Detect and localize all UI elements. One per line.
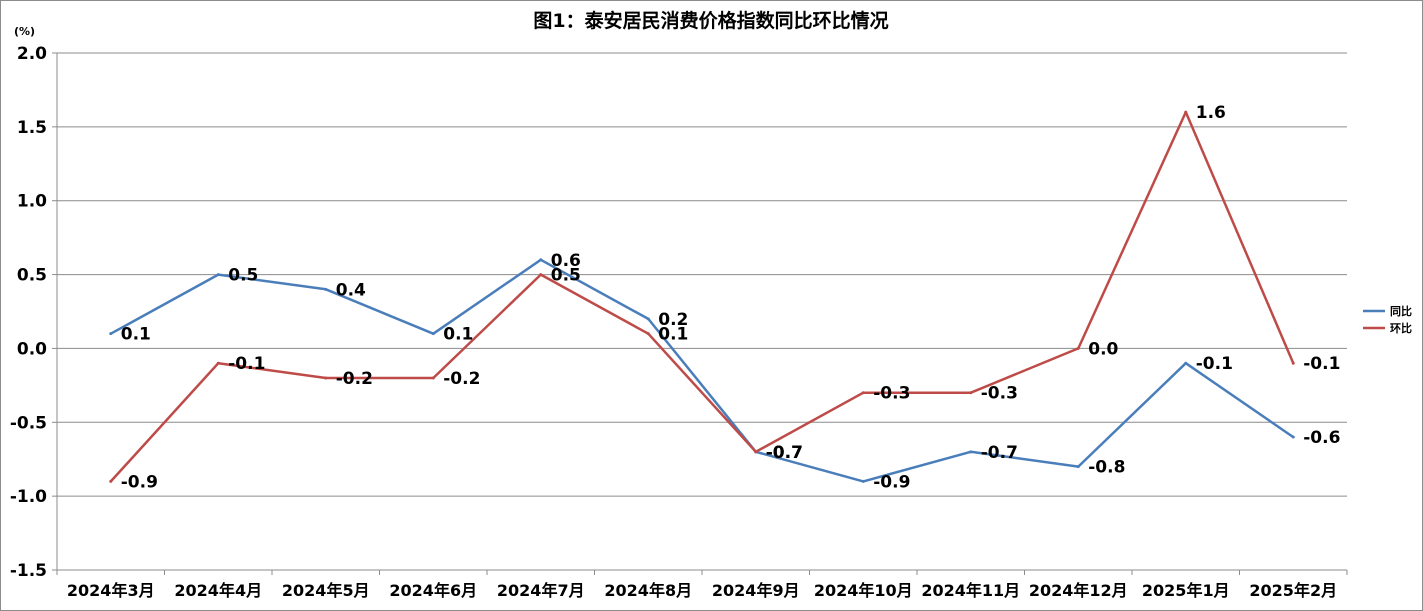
data-label: -0.2 [336,369,373,389]
series-lines [109,110,1295,483]
data-label: -0.8 [1088,458,1125,478]
data-label: 0.1 [121,325,151,345]
data-point [216,273,220,277]
x-tick-label: 2024年6月 [389,581,477,600]
data-label: 0.5 [551,266,581,286]
legend-label: 同比 [1390,304,1412,318]
series-line-1 [110,258,1295,483]
data-label: 0.2 [658,310,688,330]
y-axis-ticks: 2.0 1.5 1.0 0.5 0.0 -0.5 -1.0 -1.5 [10,44,47,581]
x-tick-label: 2025年2月 [1249,581,1337,600]
data-point [646,317,650,321]
x-tick-label: 2024年5月 [282,581,370,600]
y-tick-label: 2.0 [17,44,47,64]
legend: 同比环比 [1363,304,1412,335]
data-point [861,391,865,395]
data-point [969,450,973,454]
x-axis-ticks: 2024年3月 2024年4月 2024年5月 2024年6月 2024年7月 2024年… [67,581,1337,600]
y-tick-label: -1.0 [10,487,47,507]
x-tick-label: 2025年1月 [1142,581,1230,600]
data-point [1184,361,1188,365]
y-tick-label: 1.5 [17,118,47,138]
data-label: -0.1 [228,354,265,374]
data-point [754,450,758,454]
data-label: -0.7 [766,443,803,463]
x-tick-label: 2024年11月 [921,581,1020,600]
data-label: 0.6 [551,251,581,271]
data-label: -0.6 [1303,428,1340,448]
data-label: -0.9 [121,472,158,492]
series-line-2 [109,110,1295,483]
data-labels: 0.1 0.5 0.4 0.1 0.6 0.2 -0.7 -0.9 -0.7 -0.8 -0.1 -0… [121,103,1341,492]
data-point [109,479,113,483]
data-point [431,376,435,380]
y-tick-label: -1.5 [10,561,47,581]
data-label: -0.2 [443,369,480,389]
x-tick-label: 2024年8月 [604,581,692,600]
y-axis-unit-label: (%) [14,25,35,38]
x-tick-label: 2024年3月 [67,581,155,600]
data-point [324,287,328,291]
data-point [1184,110,1188,114]
data-label: 0.5 [228,266,258,286]
x-tick-label: 2024年9月 [712,581,800,600]
data-point [539,273,543,277]
data-point [109,332,113,336]
data-label: -0.7 [766,443,803,463]
data-label: 0.1 [443,325,473,345]
data-label: -0.3 [981,384,1018,404]
data-point [431,332,435,336]
data-label: -0.7 [981,443,1018,463]
data-point [539,258,543,262]
x-tick-label: 2024年4月 [174,581,262,600]
data-label: 0.0 [1088,339,1118,359]
data-label: -0.1 [1196,354,1233,374]
data-point [1291,361,1295,365]
data-label: 0.4 [336,280,366,300]
y-tick-label: 0.0 [17,339,47,359]
gridlines [57,52,1347,497]
data-label: -0.1 [1303,354,1340,374]
x-tick-label: 2024年12月 [1029,581,1128,600]
data-point [861,479,865,483]
data-point [969,391,973,395]
data-point [1076,346,1080,350]
x-tick-label: 2024年10月 [814,581,913,600]
axes [52,52,1348,575]
data-point [1076,465,1080,469]
x-tick-label: 2024年7月 [497,581,585,600]
data-label: 1.6 [1196,103,1226,123]
y-tick-label: 0.5 [17,266,47,286]
data-point [324,376,328,380]
chart-title: 图1：泰安居民消费价格指数同比环比情况 [533,9,888,32]
data-label: -0.9 [873,472,910,492]
data-label: -0.3 [873,384,910,404]
legend-label: 环比 [1390,321,1412,335]
y-tick-label: -0.5 [10,413,47,433]
data-point [216,361,220,365]
data-label: 0.1 [658,325,688,345]
y-tick-label: 1.0 [17,192,47,212]
data-point [646,332,650,336]
data-point [1291,435,1295,439]
